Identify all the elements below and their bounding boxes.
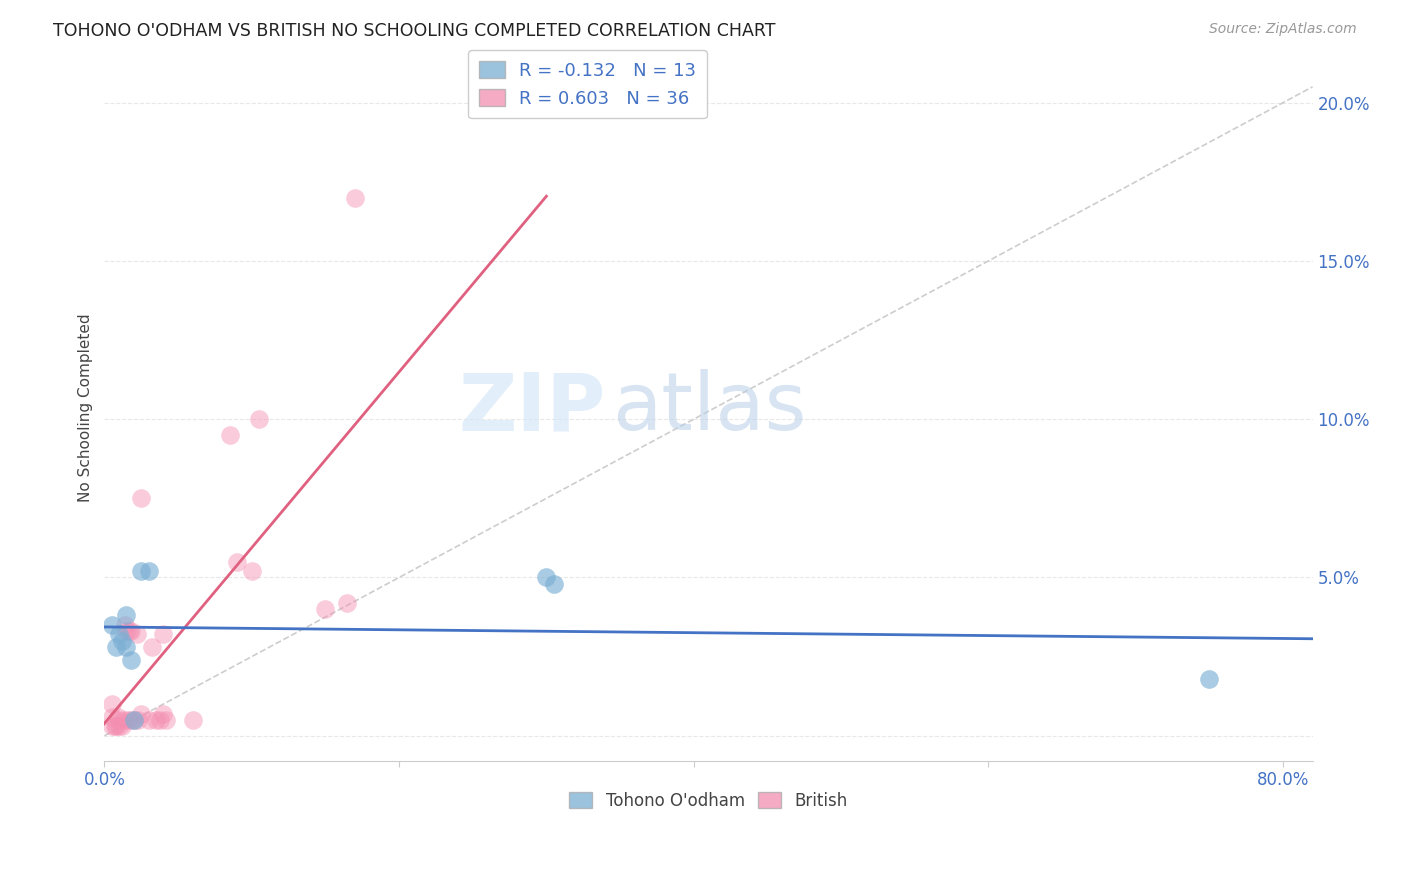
Point [100,697,122,711]
Point [105,719,128,733]
Text: TOHONO O'ODHAM VS BRITISH NO SCHOOLING COMPLETED CORRELATION CHART: TOHONO O'ODHAM VS BRITISH NO SCHOOLING C… [53,22,776,40]
Point [149,713,172,727]
Point [138,713,160,727]
Point [100,719,122,733]
Text: Source: ZipAtlas.com: Source: ZipAtlas.com [1209,22,1357,37]
Point [247,412,270,426]
Point [125,627,148,641]
Text: atlas: atlas [612,369,806,447]
Point [100,618,122,632]
Point [314,602,336,616]
Point [111,719,134,733]
Point [152,706,174,721]
Point [115,640,138,654]
Point [240,564,263,578]
Point [155,713,177,727]
Point [120,713,142,727]
Point [122,713,145,727]
Point [226,555,249,569]
Point [543,576,565,591]
Point [1198,672,1220,686]
Legend: Tohono O'odham, British: Tohono O'odham, British [562,785,855,816]
Point [145,713,167,727]
Point [120,624,142,639]
Point [105,640,128,654]
Point [114,618,136,632]
Point [129,491,152,506]
Point [108,719,131,733]
Point [336,596,359,610]
Point [117,713,139,727]
Point [129,706,152,721]
Point [112,713,135,727]
Point [115,608,138,623]
Point [343,191,366,205]
Point [152,627,174,641]
Point [108,713,131,727]
Y-axis label: No Schooling Completed: No Schooling Completed [79,314,93,502]
Point [138,564,160,578]
Text: ZIP: ZIP [458,369,606,447]
Point [122,713,145,727]
Point [127,713,149,727]
Point [141,640,163,654]
Point [129,564,152,578]
Point [107,710,129,724]
Point [108,627,131,641]
Point [100,710,122,724]
Point [104,719,127,733]
Point [181,713,204,727]
Point [118,624,141,639]
Point [218,428,240,442]
Point [536,570,558,584]
Point [120,653,142,667]
Point [111,633,134,648]
Point [115,624,138,639]
